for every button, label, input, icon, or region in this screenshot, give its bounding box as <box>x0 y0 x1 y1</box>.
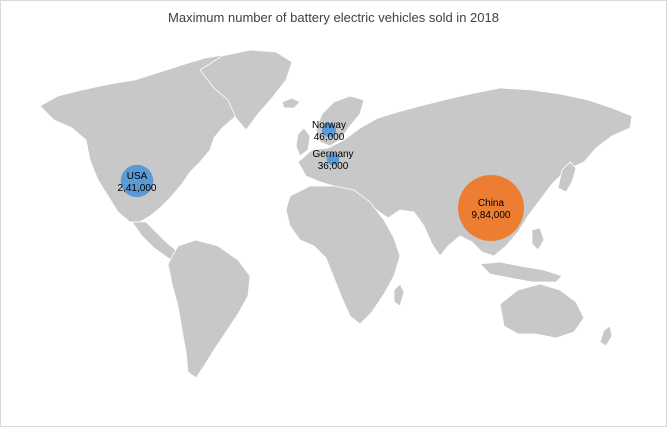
land-masses <box>39 49 633 379</box>
bubble-usa <box>120 164 154 198</box>
land-north-america <box>39 53 263 223</box>
land-philippines <box>531 227 545 251</box>
bubble-value-china: 9,84,000 <box>472 210 511 221</box>
bubble-label-usa: USA <box>127 171 148 182</box>
land-greenland <box>199 49 293 131</box>
bubble-label-germany: Germany <box>312 149 353 160</box>
land-madagascar <box>393 283 405 307</box>
land-eurasia <box>297 87 633 257</box>
land-africa <box>285 185 401 325</box>
land-japan <box>557 161 577 193</box>
bubble-value-usa: 2,41,000 <box>118 183 157 194</box>
land-indonesia <box>479 261 563 283</box>
land-iceland <box>281 97 301 109</box>
land-new-zealand <box>599 325 613 347</box>
bubble-value-germany: 36,000 <box>318 161 349 172</box>
bubble-norway <box>321 122 337 138</box>
bubble-label-norway: Norway <box>312 120 346 131</box>
bubble-germany <box>326 152 340 166</box>
bubble-value-norway: 46,000 <box>314 132 345 143</box>
land-australia <box>499 283 585 339</box>
chart-title: Maximum number of battery electric vehic… <box>168 10 499 25</box>
land-south-america <box>167 239 251 379</box>
bubble-china <box>458 175 524 241</box>
land-great-britain <box>295 127 311 157</box>
bubble-label-china: China <box>478 198 505 209</box>
